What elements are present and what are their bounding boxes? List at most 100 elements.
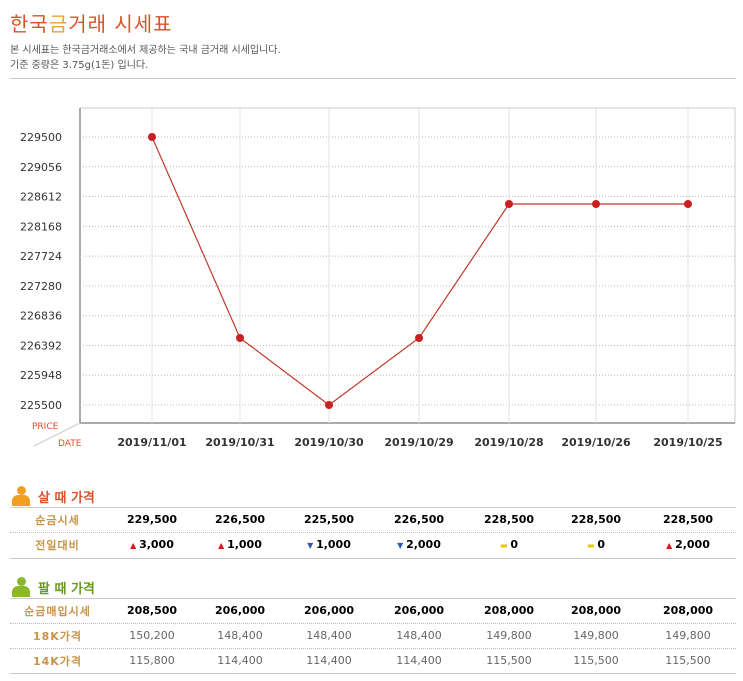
cell-value: 206,000 (393, 604, 445, 617)
y-tick-label: 226836 (20, 310, 62, 323)
row-divider (10, 623, 736, 624)
cell-value: 2,000 (406, 538, 441, 551)
cell: ▲ 3,000 (107, 538, 197, 551)
cell-value: 2,000 (675, 538, 710, 551)
cell: ▬ 0 (464, 538, 554, 551)
y-axis-label: PRICE (32, 422, 59, 432)
divider (10, 78, 736, 79)
row-divider (10, 673, 736, 674)
cell: ▼ 1,000 (284, 538, 374, 551)
data-point (148, 133, 156, 141)
up-arrow-icon: ▲ (130, 541, 140, 550)
cell: 148,400 (284, 629, 374, 642)
cell-value: 114,400 (306, 654, 352, 667)
title-part: 한국 (10, 12, 49, 36)
row-divider (10, 532, 736, 533)
table-row: 14K가격 115,800 114,400 114,400 114,400 115,500… (10, 648, 736, 673)
table-row: 18K가격 150,200 148,400 148,400 148,400 149,800… (10, 623, 736, 648)
cell-value: 225,500 (303, 513, 355, 526)
cell: 225,500 (284, 513, 374, 526)
y-tick-label: 229056 (20, 161, 62, 174)
cell: 208,000 (464, 604, 554, 617)
description: 본 시세표는 한국금거래소에서 제공하는 국내 금거래 시세입니다. (10, 45, 281, 56)
cell-value: 1,000 (316, 538, 351, 551)
x-tick-label: 2019/11/01 (117, 436, 186, 449)
cell: 149,800 (464, 629, 554, 642)
cell: 149,800 (551, 629, 641, 642)
sell-title: 팔 때 가격 (38, 581, 95, 597)
cell: 208,500 (107, 604, 197, 617)
table-row: 순금시세 229,500 226,500 225,500 226,500 228,500 2… (10, 507, 736, 532)
buy-title: 살 때 가격 (38, 490, 95, 506)
y-tick-label: 225500 (20, 399, 62, 412)
x-tick-label: 2019/10/28 (474, 436, 543, 449)
cell-value: 229,500 (126, 513, 178, 526)
cell-value: 149,800 (665, 629, 711, 642)
cell-value: 208,000 (662, 604, 714, 617)
row-label: 순금매입시세 (24, 604, 91, 618)
cell-value: 115,800 (129, 654, 175, 667)
x-axis-label: DATE (58, 439, 82, 449)
cell: 228,500 (464, 513, 554, 526)
up-arrow-icon: ▲ (666, 541, 676, 550)
cell-value: 208,000 (570, 604, 622, 617)
cell-value: 0 (597, 538, 605, 551)
plot-frame (79, 107, 736, 424)
cell: 206,000 (374, 604, 464, 617)
page-title: 한국금거래 시세표 (10, 8, 173, 37)
cell: 208,000 (643, 604, 733, 617)
cell-value: 150,200 (129, 629, 175, 642)
cell-value: 228,500 (483, 513, 535, 526)
cell: 226,500 (374, 513, 464, 526)
cell-value: 0 (510, 538, 518, 551)
weight-note: 기준 중량은 3.75g(1돈) 입니다. (10, 60, 149, 71)
cell-value: 1,000 (227, 538, 262, 551)
cell: 228,500 (551, 513, 641, 526)
cell: 149,800 (643, 629, 733, 642)
row-divider (10, 598, 736, 599)
cell: ▲ 1,000 (195, 538, 285, 551)
cell: 226,500 (195, 513, 285, 526)
cell: ▲ 2,000 (643, 538, 733, 551)
cell-value: 228,500 (662, 513, 714, 526)
x-tick-label: 2019/10/25 (653, 436, 722, 449)
row-label: 순금시세 (35, 513, 80, 527)
cell-value: 208,000 (483, 604, 535, 617)
cell: 114,400 (284, 654, 374, 667)
y-tick-label: 226392 (20, 339, 62, 352)
y-tick-label: 229500 (20, 131, 62, 144)
cell-value: 149,800 (573, 629, 619, 642)
data-point (415, 334, 423, 342)
y-tick-label: 228612 (20, 191, 62, 204)
row-divider (10, 558, 736, 559)
data-point (505, 200, 513, 208)
y-tick-label: 225948 (20, 369, 62, 382)
data-point (592, 200, 600, 208)
x-tick-label: 2019/10/31 (205, 436, 274, 449)
cell: 114,400 (195, 654, 285, 667)
price-chart: 229500 229056 228612 228168 227724 227280 2268… (20, 107, 736, 449)
no-change-icon: ▬ (587, 541, 598, 550)
cell-value: 114,400 (396, 654, 442, 667)
no-change-icon: ▬ (500, 541, 511, 550)
cell: 115,800 (107, 654, 197, 667)
row-label: 18K가격 (32, 629, 83, 643)
y-tick-label: 228168 (20, 220, 62, 233)
row-label: 전일대비 (35, 538, 80, 552)
cell-value: 226,500 (214, 513, 266, 526)
cell: ▼ 2,000 (374, 538, 464, 551)
cell: 150,200 (107, 629, 197, 642)
down-arrow-icon: ▼ (307, 541, 317, 550)
cell-value: 115,500 (573, 654, 619, 667)
cell: 208,000 (551, 604, 641, 617)
x-tick-label: 2019/10/30 (294, 436, 364, 449)
title-part: 거래 시세표 (68, 12, 173, 36)
buy-section-title: 살 때 가격 (12, 486, 95, 506)
cell-value: 148,400 (217, 629, 263, 642)
cell: 206,000 (284, 604, 374, 617)
series-line (151, 136, 688, 406)
row-label: 14K가격 (32, 654, 83, 668)
cell: 229,500 (107, 513, 197, 526)
person-icon (12, 577, 34, 597)
data-point (236, 334, 244, 342)
